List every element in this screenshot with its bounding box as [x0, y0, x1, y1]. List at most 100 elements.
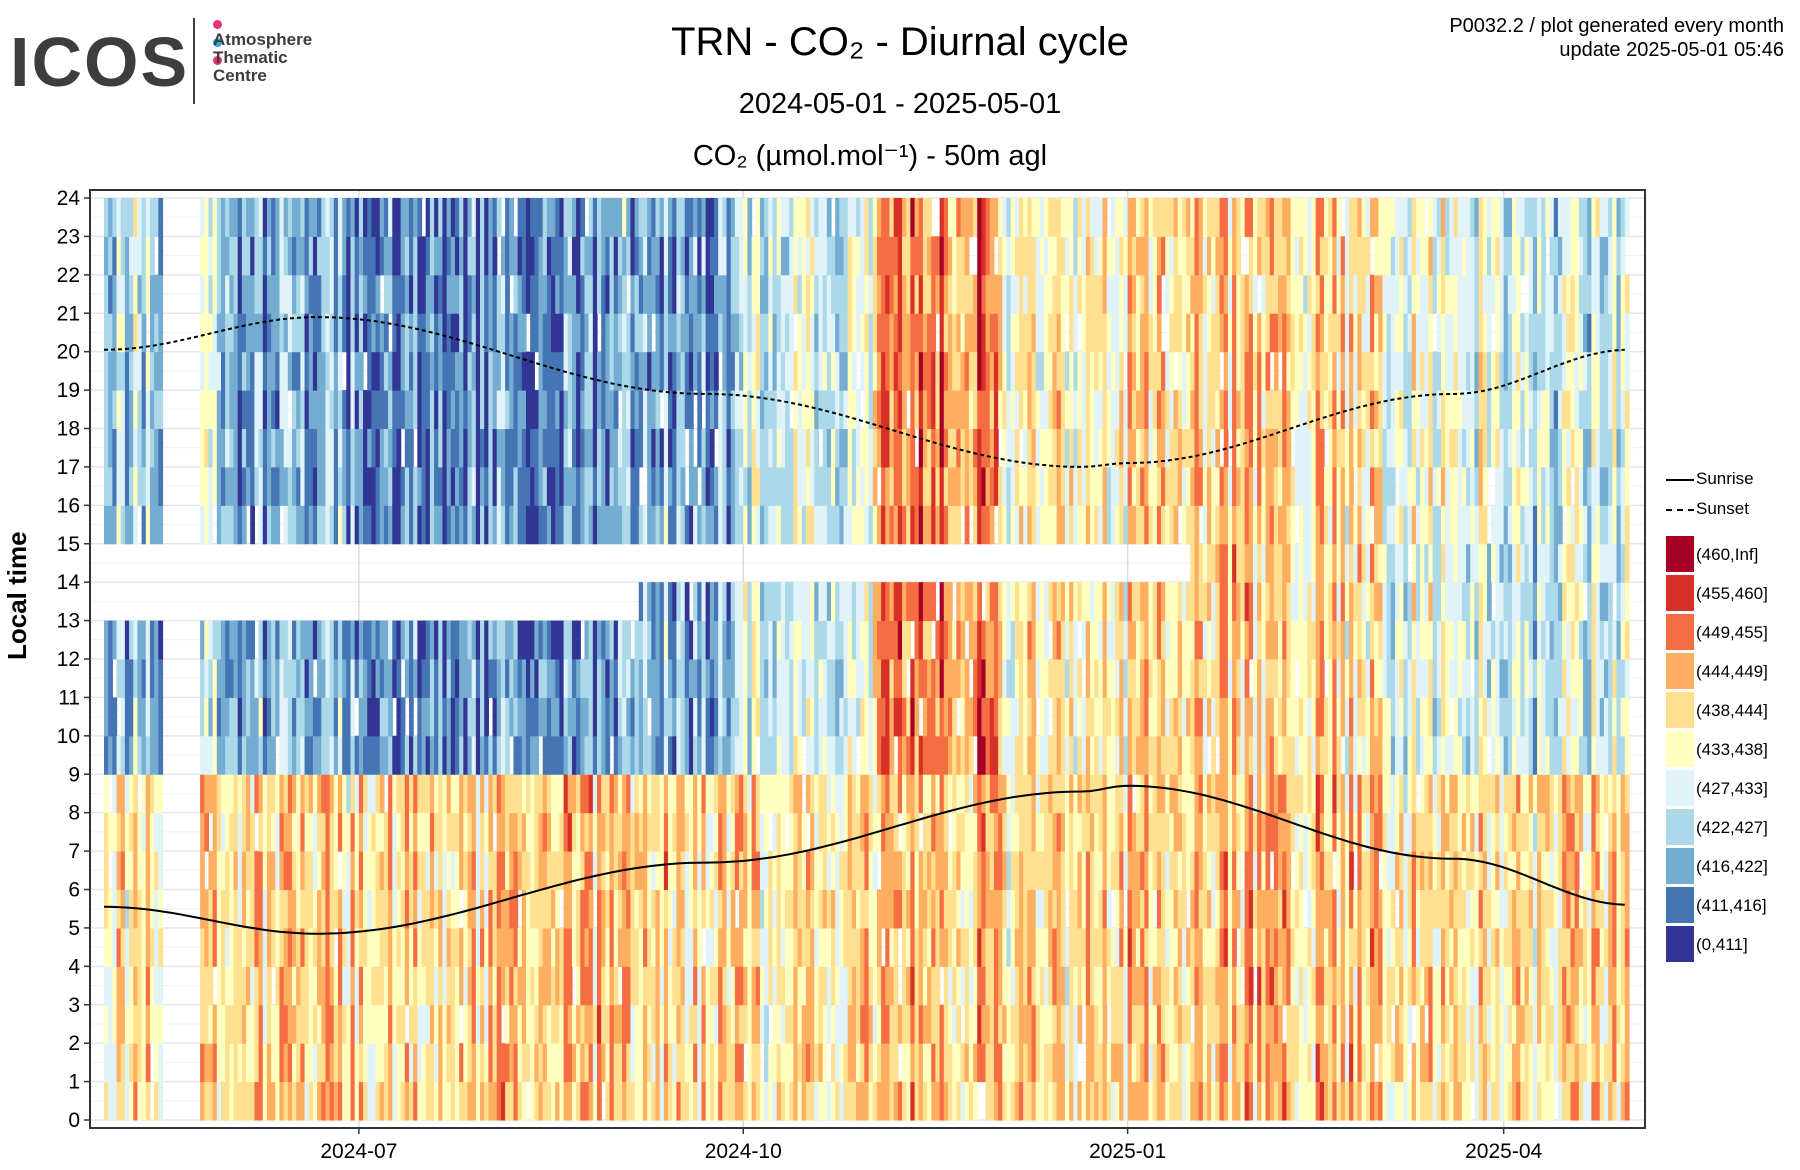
heatmap-cell [726, 351, 732, 391]
heatmap-cell [1035, 198, 1041, 237]
heatmap-cell [442, 1043, 448, 1083]
heatmap-cell [212, 889, 218, 929]
heatmap-cell [810, 774, 815, 814]
heatmap-cell [663, 198, 669, 237]
heatmap-cell [647, 774, 652, 814]
heatmap-cell [818, 466, 824, 506]
heatmap-cell [613, 428, 619, 468]
heatmap-cell [668, 1081, 673, 1121]
heatmap-cell [609, 889, 615, 929]
heatmap-cell [914, 851, 920, 890]
heatmap-cell [1044, 428, 1049, 468]
heatmap-cell [592, 697, 598, 737]
heatmap-cell [956, 620, 962, 660]
heatmap-cell [680, 735, 686, 775]
heatmap-cell [129, 927, 134, 967]
heatmap-cell [1052, 697, 1058, 737]
heatmap-cell [672, 697, 677, 737]
heatmap-cell [906, 774, 911, 814]
heatmap-cell [860, 466, 866, 506]
heatmap-cell [1069, 620, 1074, 660]
heatmap-cell [225, 505, 230, 545]
heatmap-cell [137, 735, 143, 775]
heatmap-cell [471, 851, 477, 890]
heatmap-cell [124, 1081, 130, 1121]
heatmap-cell [897, 774, 903, 814]
heatmap-cell [413, 966, 418, 1006]
heatmap-cell [133, 774, 139, 814]
heatmap-cell [705, 236, 711, 276]
heatmap-cell [241, 313, 247, 353]
heatmap-cell [342, 889, 347, 929]
heatmap-cell [555, 851, 561, 890]
heatmap-cell [634, 1043, 640, 1083]
heatmap-cell [947, 505, 953, 545]
heatmap-cell [204, 466, 210, 506]
heatmap-cell [446, 198, 452, 237]
heatmap-cell [1027, 966, 1033, 1006]
heatmap-cell [367, 198, 372, 237]
heatmap-cell [893, 966, 899, 1006]
heatmap-cell [567, 505, 573, 545]
heatmap-cell [337, 1081, 343, 1121]
heatmap-cell [676, 812, 682, 852]
heatmap-cell [400, 236, 406, 276]
heatmap-cell [1010, 390, 1016, 429]
heatmap-cell [500, 966, 506, 1006]
heatmap-cell [810, 1081, 815, 1121]
heatmap-cell [701, 505, 707, 545]
heatmap-cell [714, 620, 719, 660]
heatmap-cell [250, 274, 256, 314]
heatmap-cell [563, 889, 569, 929]
heatmap-cell [684, 390, 690, 429]
heatmap-cell [262, 927, 268, 967]
heatmap-cell [1039, 390, 1045, 429]
heatmap-cell [981, 505, 987, 545]
heatmap-cell [275, 351, 281, 391]
heatmap-cell [237, 697, 243, 737]
heatmap-cell [467, 851, 473, 890]
heatmap-cell [1031, 927, 1037, 967]
heatmap-cell [409, 198, 414, 237]
heatmap-cell [918, 620, 924, 660]
heatmap-cell [559, 505, 565, 545]
heatmap-cell [688, 274, 694, 314]
heatmap-cell [576, 505, 581, 545]
heatmap-cell [1052, 1004, 1058, 1044]
heatmap-cell [525, 1043, 531, 1083]
heatmap-cell [722, 966, 728, 1006]
heatmap-cell [154, 735, 159, 775]
heatmap-cell [668, 582, 673, 622]
heatmap-cell [530, 620, 535, 660]
heatmap-cell [463, 659, 469, 698]
heatmap-cell [513, 428, 519, 468]
heatmap-cell [442, 236, 448, 276]
heatmap-cell [1044, 697, 1049, 737]
heatmap-cell [709, 889, 715, 929]
heatmap-cell [622, 927, 627, 967]
heatmap-cell [404, 313, 410, 353]
heatmap-cell [262, 313, 268, 353]
heatmap-cell [722, 851, 728, 890]
heatmap-cell [981, 927, 987, 967]
heatmap-cell [705, 198, 711, 237]
heatmap-cell [622, 966, 627, 1006]
heatmap-cell [943, 1081, 949, 1121]
heatmap-cell [571, 697, 577, 737]
heatmap-cell [467, 351, 473, 391]
heatmap-cell [505, 274, 510, 314]
heatmap-cell [785, 351, 790, 391]
heatmap-cell [116, 927, 122, 967]
heatmap-cell [279, 390, 285, 429]
heatmap-cell [375, 466, 381, 506]
heatmap-cell [446, 274, 452, 314]
heatmap-cell [705, 1081, 711, 1121]
heatmap-cell [584, 735, 590, 775]
heatmap-cell [1039, 466, 1045, 506]
heatmap-cell [346, 313, 352, 353]
heatmap-cell [129, 351, 134, 391]
heatmap-cell [250, 351, 256, 391]
heatmap-cell [676, 390, 682, 429]
heatmap-cell [241, 774, 247, 814]
heatmap-cell [751, 1004, 757, 1044]
